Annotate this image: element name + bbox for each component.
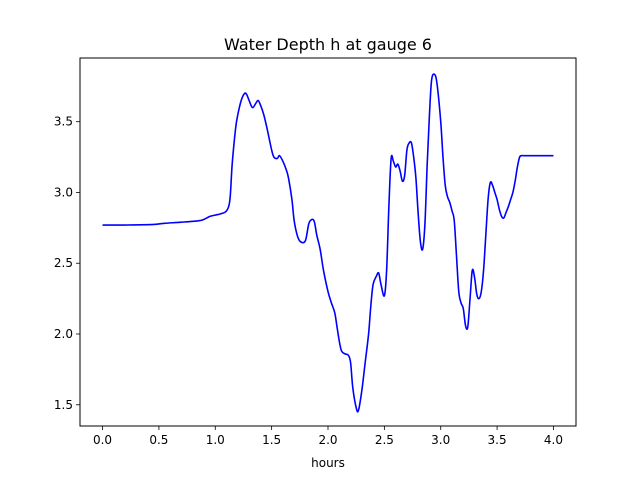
x-tick-label: 4.0 (544, 433, 563, 447)
y-tick-label: 3.0 (54, 185, 73, 199)
series-line-0 (102, 73, 554, 413)
y-tick-label: 3.5 (54, 115, 73, 129)
x-tick-label: 3.5 (488, 433, 507, 447)
x-tick-label: 2.0 (318, 433, 337, 447)
series-layer (102, 73, 554, 413)
chart-title: Water Depth h at gauge 6 (224, 35, 432, 54)
x-axis: 0.0 0.5 1.0 1.5 2.0 2.5 3.0 3.5 4.0 (93, 426, 563, 447)
x-tick-label: 2.5 (375, 433, 394, 447)
y-axis: 1.5 2.0 2.5 3.0 3.5 (54, 115, 80, 412)
y-tick-label: 1.5 (54, 398, 73, 412)
x-tick-label: 0.0 (93, 433, 112, 447)
x-tick-label: 1.5 (262, 433, 281, 447)
y-tick-label: 2.5 (54, 256, 73, 270)
x-tick-label: 1.0 (206, 433, 225, 447)
x-axis-label: hours (311, 456, 345, 470)
y-tick-label: 2.0 (54, 327, 73, 341)
x-tick-label: 3.0 (431, 433, 450, 447)
x-tick-label: 0.5 (149, 433, 168, 447)
